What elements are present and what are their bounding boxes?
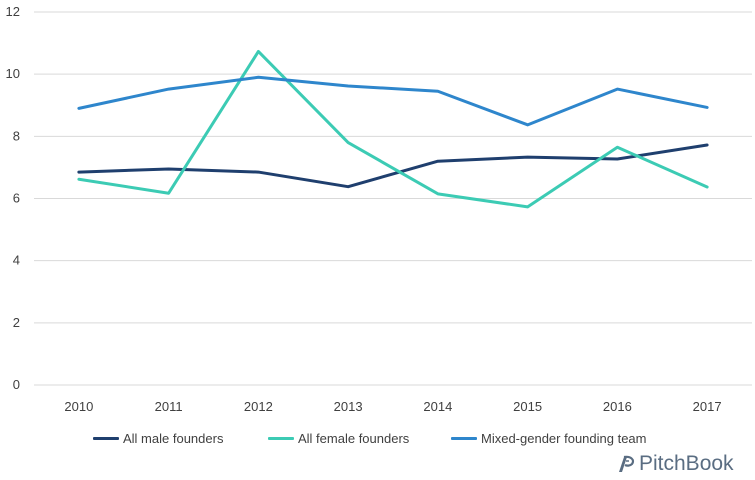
series-lines — [77, 49, 709, 209]
legend-label-female: All female founders — [298, 430, 410, 446]
y-tick-label: 0 — [13, 377, 20, 392]
x-axis: 2010 2011 2012 2013 2014 2015 2016 2017 — [64, 399, 721, 414]
y-tick-label: 2 — [13, 315, 20, 330]
x-tick-label: 2017 — [693, 399, 722, 414]
series-line-1 — [77, 49, 709, 209]
y-axis: 0 2 4 6 8 10 12 — [6, 4, 20, 392]
series-line-2 — [77, 75, 709, 127]
pitchbook-logo-icon — [619, 455, 635, 472]
x-tick-label: 2014 — [423, 399, 452, 414]
legend-item-mixed: Mixed-gender founding team — [451, 428, 647, 448]
brand-name: PitchBook — [639, 452, 734, 475]
x-tick-label: 2015 — [513, 399, 542, 414]
x-tick-label: 2012 — [244, 399, 273, 414]
legend-item-female: All female founders — [268, 428, 409, 448]
y-tick-label: 6 — [13, 191, 20, 206]
x-tick-label: 2013 — [334, 399, 363, 414]
y-tick-label: 10 — [6, 66, 20, 81]
pitchbook-logo: PitchBook — [615, 450, 734, 478]
y-tick-label: 12 — [6, 4, 20, 19]
legend-swatch-male — [93, 436, 119, 440]
legend: All male founders All female founders Mi… — [0, 428, 755, 448]
y-tick-label: 8 — [13, 128, 20, 143]
gridlines — [34, 11, 752, 386]
x-tick-label: 2010 — [64, 399, 93, 414]
legend-label-mixed: Mixed-gender founding team — [481, 430, 647, 446]
legend-swatch-mixed — [451, 436, 477, 440]
legend-swatch-female — [268, 436, 294, 440]
x-tick-label: 2016 — [603, 399, 632, 414]
y-tick-label: 4 — [13, 253, 20, 268]
legend-label-male: All male founders — [123, 430, 224, 446]
x-tick-label: 2011 — [155, 399, 183, 414]
legend-item-male: All male founders — [93, 428, 223, 448]
